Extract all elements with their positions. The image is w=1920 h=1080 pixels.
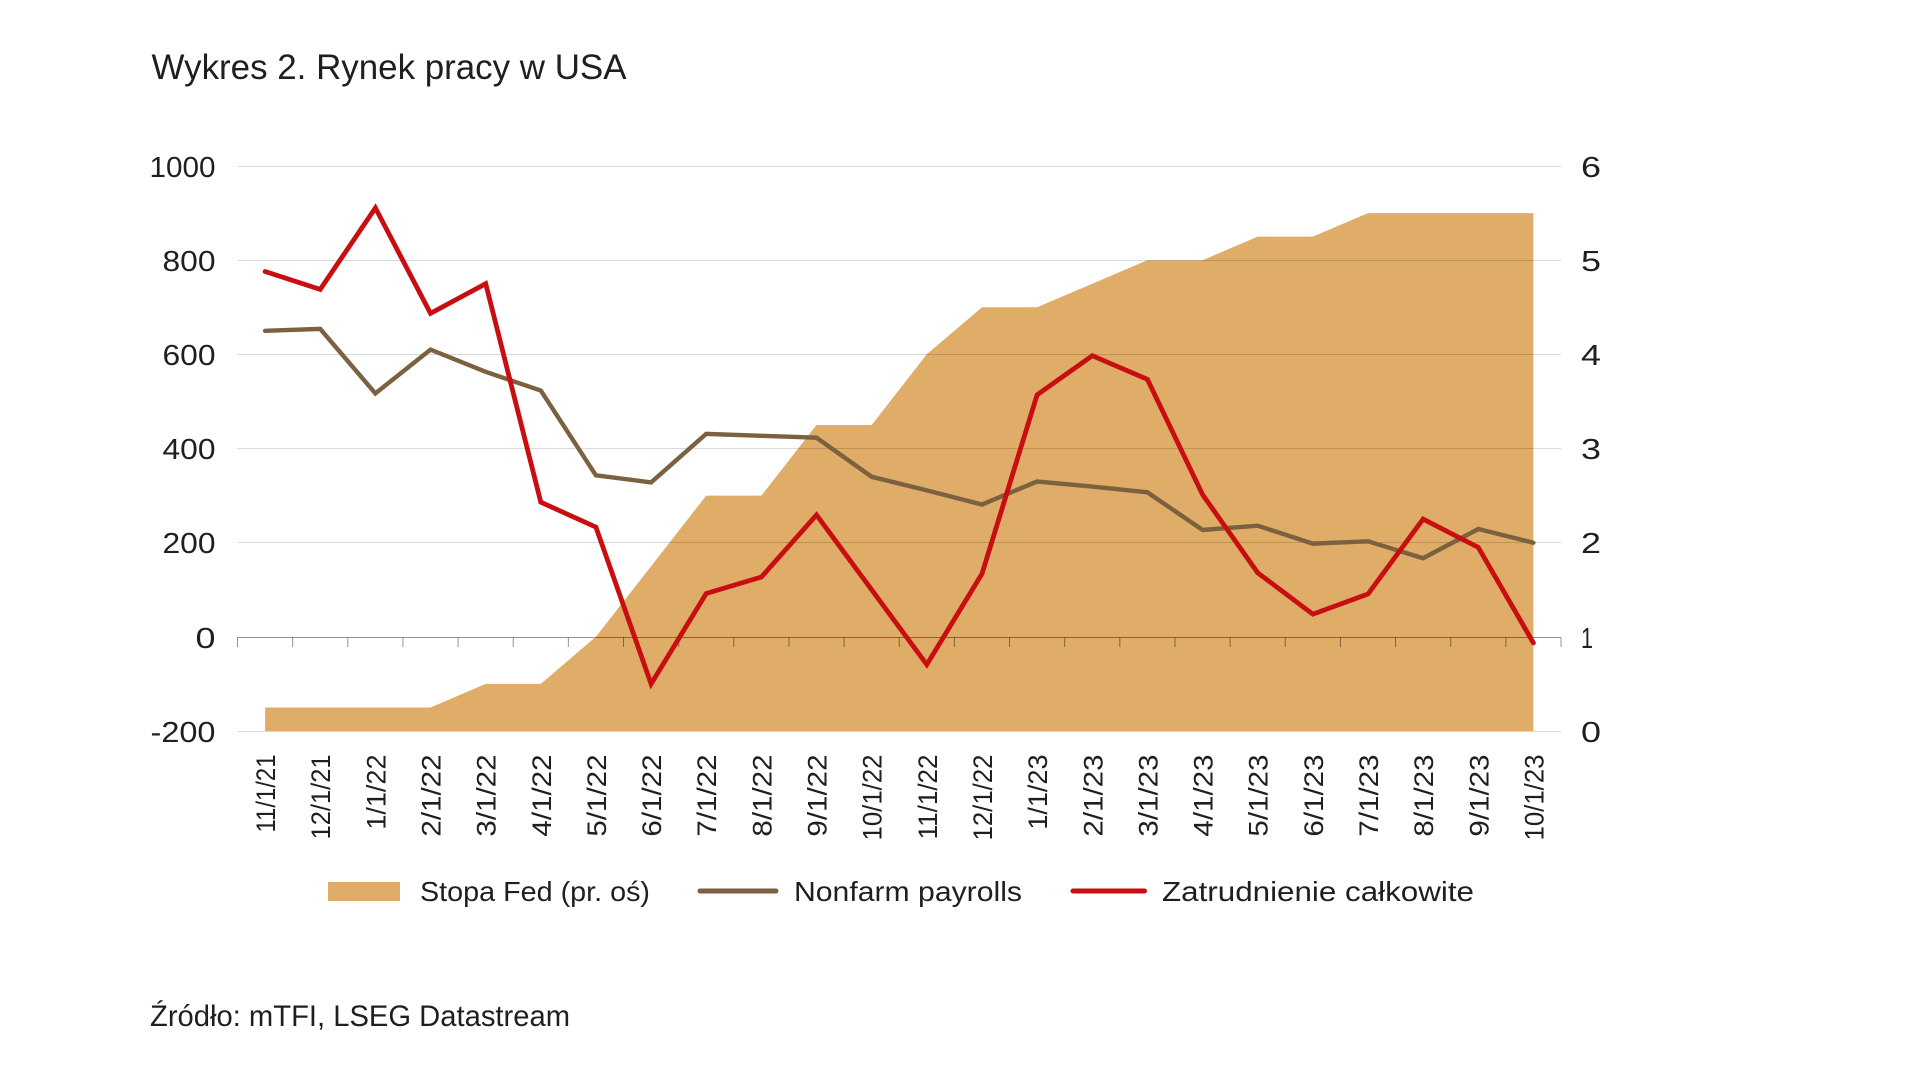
- svg-text:0: 0: [196, 623, 216, 655]
- svg-text:2: 2: [1581, 528, 1601, 560]
- svg-text:9/1/22: 9/1/22: [803, 755, 833, 837]
- svg-text:-200: -200: [151, 717, 216, 749]
- svg-text:5/1/22: 5/1/22: [582, 755, 612, 837]
- svg-text:200: 200: [163, 528, 216, 560]
- svg-text:1: 1: [1581, 623, 1593, 655]
- svg-text:Wykres 2. Rynek pracy w USA: Wykres 2. Rynek pracy w USA: [152, 48, 628, 87]
- svg-text:11/1/22: 11/1/22: [913, 755, 943, 840]
- svg-text:11/1/21: 11/1/21: [251, 755, 281, 833]
- svg-text:4: 4: [1581, 340, 1601, 372]
- svg-text:5: 5: [1581, 246, 1601, 278]
- svg-text:4/1/23: 4/1/23: [1189, 755, 1219, 837]
- svg-text:Stopa Fed (pr. oś): Stopa Fed (pr. oś): [420, 876, 650, 907]
- svg-text:800: 800: [163, 246, 216, 278]
- svg-text:6: 6: [1581, 152, 1601, 184]
- svg-text:Źródło: mTFI, LSEG Datastream: Źródło: mTFI, LSEG Datastream: [150, 1000, 570, 1033]
- svg-text:3: 3: [1581, 434, 1601, 466]
- svg-text:3/1/22: 3/1/22: [472, 755, 502, 837]
- svg-text:12/1/22: 12/1/22: [968, 755, 998, 841]
- svg-text:8/1/22: 8/1/22: [747, 755, 777, 837]
- svg-text:12/1/21: 12/1/21: [306, 755, 336, 840]
- svg-text:7/1/22: 7/1/22: [692, 755, 722, 837]
- svg-text:Nonfarm payrolls: Nonfarm payrolls: [794, 876, 1022, 907]
- svg-text:1/1/23: 1/1/23: [1023, 755, 1053, 830]
- svg-text:6/1/22: 6/1/22: [637, 755, 667, 837]
- svg-text:2/1/23: 2/1/23: [1078, 755, 1108, 837]
- svg-text:600: 600: [163, 340, 216, 372]
- svg-text:10/1/22: 10/1/22: [858, 755, 888, 841]
- svg-text:1000: 1000: [150, 152, 216, 184]
- svg-text:10/1/23: 10/1/23: [1519, 755, 1549, 841]
- svg-text:3/1/23: 3/1/23: [1133, 755, 1163, 837]
- svg-text:5/1/23: 5/1/23: [1244, 755, 1274, 837]
- svg-text:4/1/22: 4/1/22: [527, 755, 557, 837]
- svg-text:0: 0: [1581, 717, 1601, 749]
- svg-text:2/1/22: 2/1/22: [417, 755, 447, 837]
- svg-text:9/1/23: 9/1/23: [1464, 755, 1494, 837]
- svg-text:7/1/23: 7/1/23: [1354, 755, 1384, 837]
- svg-text:400: 400: [163, 434, 216, 466]
- svg-text:Zatrudnienie całkowite: Zatrudnienie całkowite: [1162, 876, 1474, 907]
- svg-text:8/1/23: 8/1/23: [1409, 755, 1439, 837]
- svg-text:1/1/22: 1/1/22: [361, 755, 391, 830]
- svg-text:6/1/23: 6/1/23: [1299, 755, 1329, 837]
